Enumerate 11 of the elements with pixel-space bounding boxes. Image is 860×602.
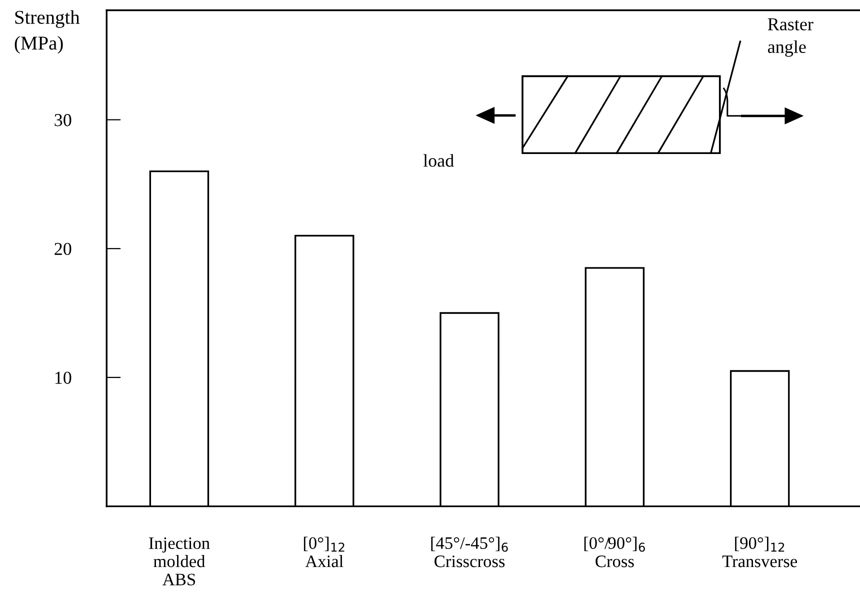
y-tick-label: 10 — [55, 372, 72, 384]
x-tick-label: [0°]$_{12}$ Axial — [304, 536, 344, 568]
x-tick-label: [45°/-45°]$_{6}$ Crisscross — [431, 536, 508, 568]
x-tick-label: [0°/90°]$_{6}$ Cross — [584, 536, 645, 568]
x-tick-label: Injection molded ABS — [148, 537, 210, 586]
x-tick-label: [90°]$_{12}$ Transverse — [722, 536, 798, 568]
y-tick-label: 20 — [54, 242, 72, 256]
y-tick-label: 30 — [54, 114, 72, 126]
annotation: Raster angle — [768, 18, 814, 57]
y-axis-title: Strength (MPa) — [14, 10, 80, 54]
annotation: load — [423, 154, 454, 167]
